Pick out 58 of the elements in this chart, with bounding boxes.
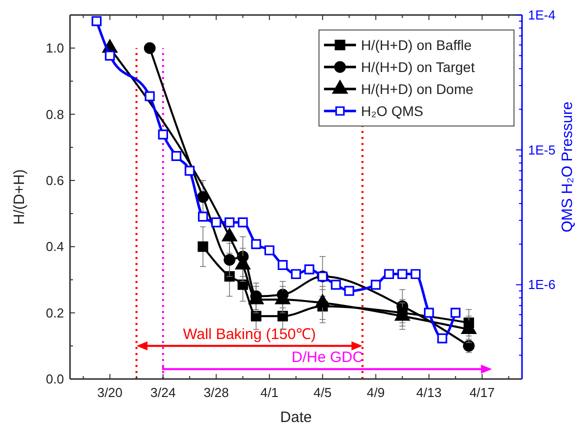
point: [462, 340, 475, 352]
legend-label: H/(H+D) on Dome: [361, 81, 474, 97]
x-tick-label: 4/1: [260, 385, 278, 400]
point: [410, 269, 421, 280]
x-tick-label: 4/5: [314, 385, 332, 400]
point: [171, 151, 182, 162]
point: [144, 91, 155, 102]
point: [330, 280, 341, 290]
point: [184, 166, 195, 176]
x-axis-title: Date: [280, 409, 312, 426]
x-tick-label: 4/13: [416, 385, 442, 400]
y2-tick-label: 1E-4: [528, 8, 556, 22]
y-tick-label: 0.4: [46, 239, 64, 254]
point: [92, 16, 102, 26]
y2-tick-label: 1E-6: [528, 277, 556, 292]
point: [250, 310, 262, 322]
point: [450, 308, 461, 318]
point: [291, 269, 301, 280]
legend-label: H/(H+D) on Baffle: [361, 37, 472, 53]
point: [198, 212, 208, 222]
point: [197, 191, 209, 203]
point: [211, 217, 222, 228]
point: [278, 260, 288, 270]
point: [224, 217, 235, 228]
point: [397, 269, 408, 280]
x-tick-label: 3/28: [204, 385, 229, 400]
point: [238, 279, 248, 290]
y-tick-label: 1.0: [46, 40, 64, 56]
y-tick-label: 0.8: [46, 106, 64, 122]
y-tick-label: 0.6: [46, 172, 64, 188]
point: [344, 286, 354, 296]
x-tick-label: 3/20: [97, 385, 123, 400]
point: [104, 50, 115, 61]
point: [384, 269, 394, 280]
point: [144, 42, 156, 54]
point: [424, 308, 434, 318]
y2-tick-label: 1E-5: [528, 142, 556, 158]
point: [277, 310, 288, 322]
annotation: D/He GDC: [292, 349, 364, 366]
point: [224, 254, 236, 266]
y-tick-label: 0.2: [46, 305, 64, 320]
x-tick-label: 4/9: [366, 385, 385, 400]
x-tick-label: 4/17: [469, 385, 495, 400]
legend-label: H₂O QMS: [361, 103, 424, 119]
legend-label: H/(H+D) on Target: [361, 59, 475, 75]
point: [251, 239, 262, 250]
point: [198, 241, 208, 252]
point: [238, 217, 248, 228]
point: [264, 245, 274, 256]
point: [370, 280, 381, 290]
y-tick-label: 0.0: [46, 372, 64, 386]
annotation: Wall Baking (150℃): [183, 326, 316, 343]
y2-axis-title: QMS H₂O Pressure: [559, 102, 576, 232]
point: [158, 130, 168, 140]
x-tick-label: 3/24: [150, 385, 176, 400]
point: [304, 264, 314, 274]
point: [437, 333, 448, 344]
y-axis-title: H/(D+H): [11, 169, 28, 225]
